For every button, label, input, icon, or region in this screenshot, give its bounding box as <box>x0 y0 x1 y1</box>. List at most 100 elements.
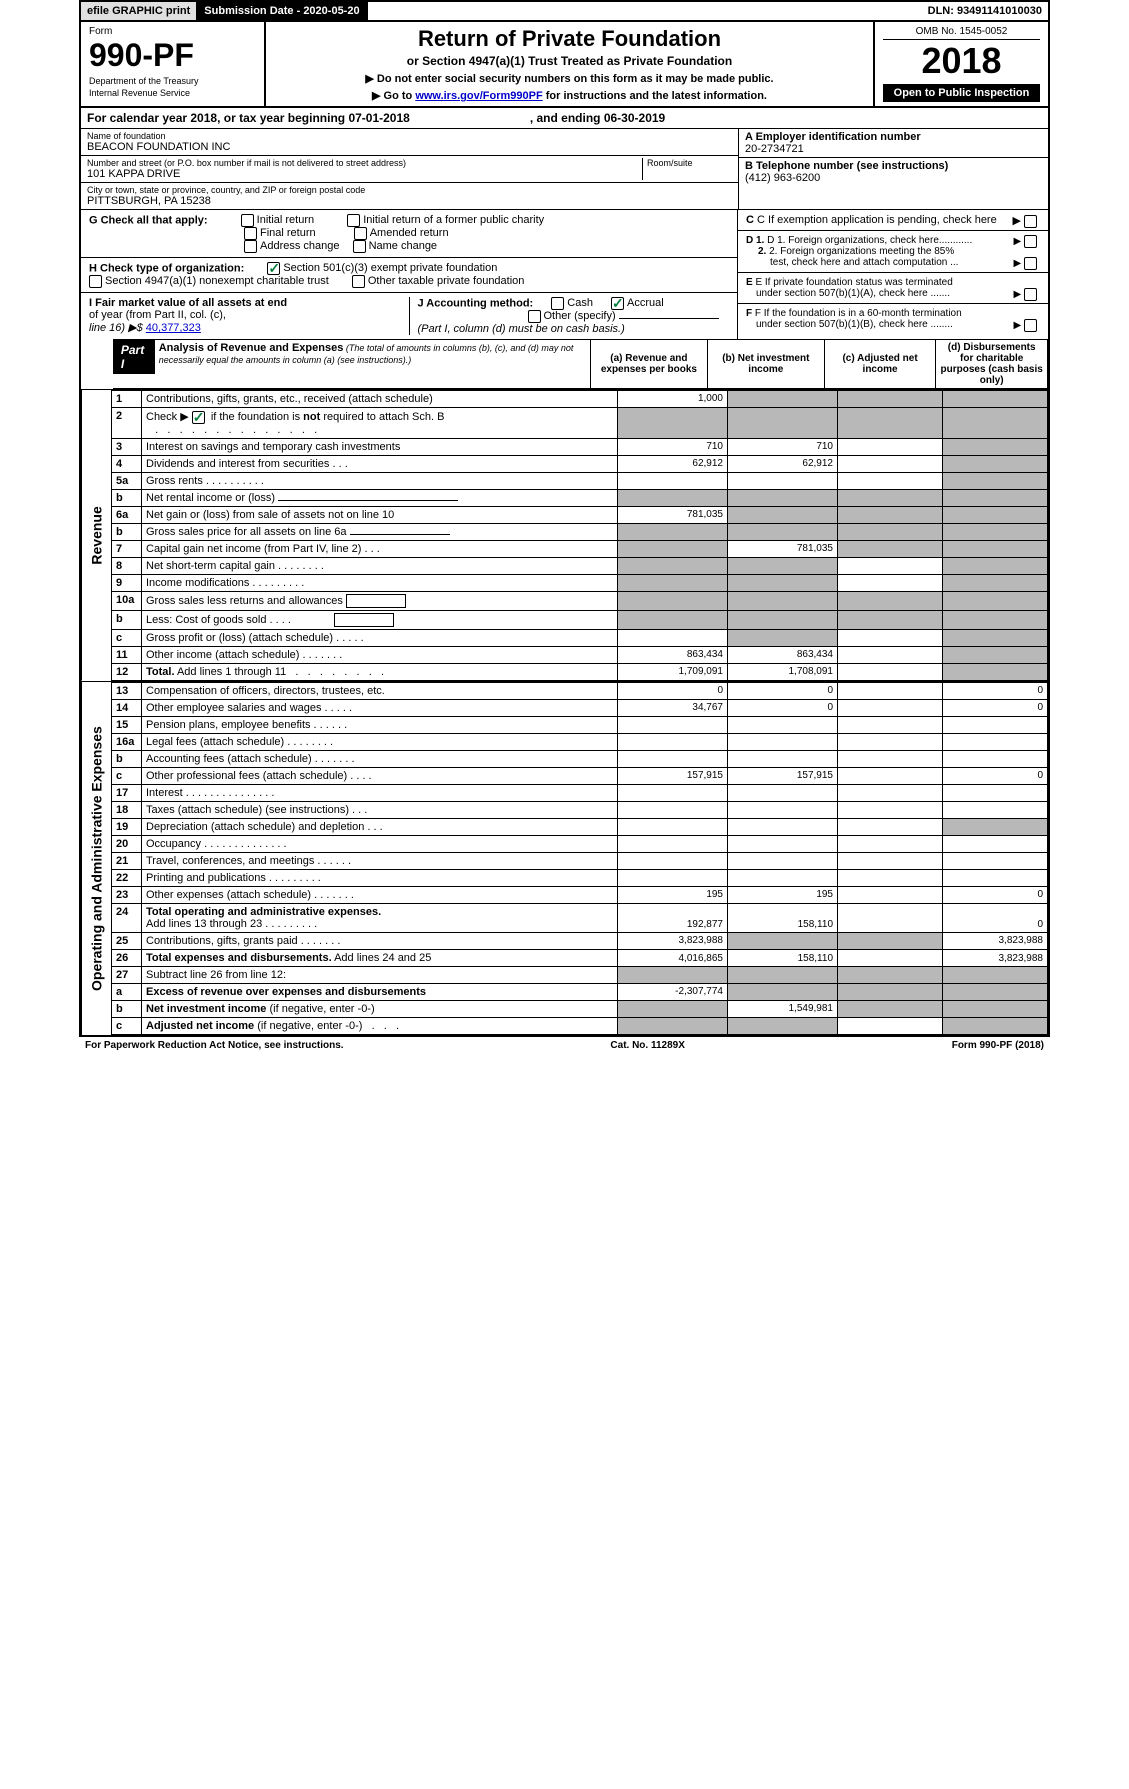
header-center: Return of Private Foundation or Section … <box>266 22 873 106</box>
col-c: (c) Adjusted net income <box>824 340 936 389</box>
checkbox-other-taxable[interactable] <box>352 275 365 288</box>
checkbox-address[interactable] <box>244 240 257 253</box>
phone: (412) 963-6200 <box>745 172 1042 184</box>
checkbox-d2[interactable] <box>1024 257 1037 270</box>
footer: For Paperwork Reduction Act Notice, see … <box>79 1037 1050 1054</box>
open-public: Open to Public Inspection <box>883 84 1040 102</box>
checkbox-c[interactable] <box>1024 215 1037 228</box>
revenue-table: 1Contributions, gifts, grants, etc., rec… <box>111 390 1048 681</box>
line-25: 25Contributions, gifts, grants paid . . … <box>112 932 1048 949</box>
line-23: 23Other expenses (attach schedule) . . .… <box>112 886 1048 903</box>
check-d: D 1. D 1. Foreign organizations, check h… <box>738 231 1048 273</box>
line-21: 21Travel, conferences, and meetings . . … <box>112 852 1048 869</box>
city-label: City or town, state or province, country… <box>87 185 732 195</box>
check-i-j: I Fair market value of all assets at end… <box>81 293 737 339</box>
line-12: 12Total. Add lines 1 through 11 . . . . … <box>112 663 1048 680</box>
dln-label: DLN: 93491141010030 <box>922 2 1048 20</box>
foundation-name-block: Name of foundation BEACON FOUNDATION INC <box>81 129 738 156</box>
revenue-tab: Revenue <box>81 390 111 681</box>
col-b: (b) Net investment income <box>707 340 824 389</box>
footer-center: Cat. No. 11289X <box>610 1040 684 1051</box>
line-10c: cGross profit or (loss) (attach schedule… <box>112 629 1048 646</box>
line-3: 3Interest on savings and temporary cash … <box>112 438 1048 455</box>
form-number: 990-PF <box>89 37 256 74</box>
line-14: 14Other employee salaries and wages . . … <box>112 699 1048 716</box>
line-6a: 6aNet gain or (loss) from sale of assets… <box>112 506 1048 523</box>
col-d: (d) Disbursements for charitable purpose… <box>936 340 1048 389</box>
ein-label: A Employer identification number <box>745 131 1042 143</box>
line-5b: bNet rental income or (loss) <box>112 489 1048 506</box>
expenses-table: 13Compensation of officers, directors, t… <box>111 682 1048 1035</box>
checkbox-schb[interactable] <box>192 411 205 424</box>
form-container: efile GRAPHIC print Submission Date - 20… <box>79 0 1050 1037</box>
line-8: 8Net short-term capital gain . . . . . .… <box>112 557 1048 574</box>
check-right: C C If exemption application is pending,… <box>738 210 1048 339</box>
fmv-value[interactable]: 40,377,323 <box>146 322 201 334</box>
line-18: 18Taxes (attach schedule) (see instructi… <box>112 801 1048 818</box>
checkbox-d1[interactable] <box>1024 235 1037 248</box>
line-26: 26Total expenses and disbursements. Add … <box>112 949 1048 966</box>
info-right: A Employer identification number 20-2734… <box>738 129 1048 209</box>
col-a: (a) Revenue and expenses per books <box>590 340 707 389</box>
footer-right: Form 990-PF (2018) <box>952 1040 1044 1051</box>
part1-header-table: Part I Analysis of Revenue and Expenses … <box>81 339 1048 389</box>
line-20: 20Occupancy . . . . . . . . . . . . . . <box>112 835 1048 852</box>
header-right: OMB No. 1545-0052 2018 Open to Public In… <box>873 22 1048 106</box>
instruction-1: ▶ Do not enter social security numbers o… <box>274 72 865 85</box>
checkbox-initial[interactable] <box>241 214 254 227</box>
address: 101 KAPPA DRIVE <box>87 168 642 180</box>
efile-label: efile GRAPHIC print <box>81 2 198 20</box>
expenses-section: Operating and Administrative Expenses 13… <box>81 681 1048 1035</box>
line-16a: 16aLegal fees (attach schedule) . . . . … <box>112 733 1048 750</box>
check-h: H Check type of organization: Section 50… <box>81 258 737 293</box>
name-label: Name of foundation <box>87 131 732 141</box>
line-24: 24Total operating and administrative exp… <box>112 903 1048 932</box>
line-27a: aExcess of revenue over expenses and dis… <box>112 983 1048 1000</box>
check-f: F F If the foundation is in a 60-month t… <box>738 304 1048 334</box>
line-10b: bLess: Cost of goods sold . . . . <box>112 610 1048 629</box>
line-9: 9Income modifications . . . . . . . . . <box>112 574 1048 591</box>
checkbox-initial-former[interactable] <box>347 214 360 227</box>
room-label: Room/suite <box>647 158 732 168</box>
line-1: 1Contributions, gifts, grants, etc., rec… <box>112 391 1048 408</box>
checkbox-accrual[interactable] <box>611 297 624 310</box>
info-left: Name of foundation BEACON FOUNDATION INC… <box>81 129 738 209</box>
header-left: Form 990-PF Department of the Treasury I… <box>81 22 266 106</box>
check-e: E E If private foundation status was ter… <box>738 273 1048 304</box>
form-title: Return of Private Foundation <box>274 26 865 52</box>
check-c: C C If exemption application is pending,… <box>738 210 1048 231</box>
checkbox-amended[interactable] <box>354 227 367 240</box>
foundation-name: BEACON FOUNDATION INC <box>87 141 732 153</box>
line-27c: cAdjusted net income (if negative, enter… <box>112 1017 1048 1034</box>
line-6b: bGross sales price for all assets on lin… <box>112 523 1048 540</box>
expenses-tab: Operating and Administrative Expenses <box>81 682 111 1035</box>
checkbox-e[interactable] <box>1024 288 1037 301</box>
line-4: 4Dividends and interest from securities … <box>112 455 1048 472</box>
checkbox-cash[interactable] <box>551 297 564 310</box>
form-label: Form <box>89 26 256 37</box>
address-block: Number and street (or P.O. box number if… <box>81 156 738 183</box>
checkbox-name[interactable] <box>353 240 366 253</box>
checkbox-final[interactable] <box>244 227 257 240</box>
irs-link[interactable]: www.irs.gov/Form990PF <box>415 90 542 102</box>
check-g: G Check all that apply: Initial return I… <box>81 210 737 258</box>
part1-title: Analysis of Revenue and Expenses <box>159 342 344 354</box>
line-15: 15Pension plans, employee benefits . . .… <box>112 716 1048 733</box>
phone-label: B Telephone number (see instructions) <box>745 160 1042 172</box>
revenue-section: Revenue 1Contributions, gifts, grants, e… <box>81 389 1048 681</box>
instruction-2: ▶ Go to www.irs.gov/Form990PF for instru… <box>274 89 865 102</box>
line-16c: cOther professional fees (attach schedul… <box>112 767 1048 784</box>
line-19: 19Depreciation (attach schedule) and dep… <box>112 818 1048 835</box>
checkbox-501c3[interactable] <box>267 262 280 275</box>
omb-number: OMB No. 1545-0052 <box>883 26 1040 40</box>
checkbox-f[interactable] <box>1024 319 1037 332</box>
checkbox-4947[interactable] <box>89 275 102 288</box>
top-bar: efile GRAPHIC print Submission Date - 20… <box>81 2 1048 22</box>
address-label: Number and street (or P.O. box number if… <box>87 158 642 168</box>
dept-irs: Internal Revenue Service <box>89 88 256 98</box>
tax-year: 2018 <box>883 40 1040 82</box>
city: PITTSBURGH, PA 15238 <box>87 195 732 207</box>
checkbox-other-spec[interactable] <box>528 310 541 323</box>
check-section: G Check all that apply: Initial return I… <box>81 210 1048 339</box>
ein-block: A Employer identification number 20-2734… <box>739 129 1048 158</box>
